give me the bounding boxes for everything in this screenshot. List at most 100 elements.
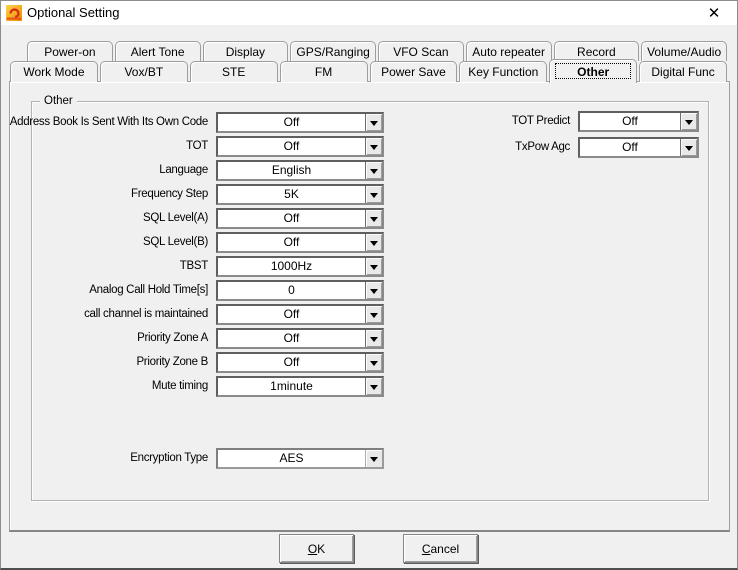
ok-button[interactable]: OK xyxy=(279,534,354,563)
combo-value: Off xyxy=(283,115,300,129)
dropdown-arrow-icon[interactable] xyxy=(365,282,382,299)
combo-txpow-agc[interactable]: Off xyxy=(578,137,699,158)
field-label: Address Book Is Sent With Its Own Code xyxy=(9,116,209,128)
combo-mute-timing[interactable]: 1minute xyxy=(216,376,384,397)
field-label: Priority Zone A xyxy=(137,332,208,344)
field-label: TOT xyxy=(186,140,208,152)
field-label: SQL Level(B) xyxy=(142,236,208,248)
field-row-sql-level-a: SQL Level(A) Off xyxy=(8,208,384,229)
field-row-call-channel: call channel is maintained Off xyxy=(8,304,384,325)
combo-value: Off xyxy=(622,140,638,154)
tab-fm[interactable]: FM xyxy=(279,61,368,82)
field-row-tot: TOT Off xyxy=(8,136,384,157)
ok-button-accel: O xyxy=(307,541,318,556)
tab-volume-audio[interactable]: Volume/Audio xyxy=(641,41,727,61)
field-row-language: Language English xyxy=(8,160,384,181)
tab-key-function[interactable]: Key Function xyxy=(459,61,548,82)
tab-power-on[interactable]: Power-on xyxy=(27,41,113,61)
field-row-priority-zone-b: Priority Zone B Off xyxy=(8,352,384,373)
tab-vfo-scan[interactable]: VFO Scan xyxy=(378,41,464,61)
field-label: Frequency Step xyxy=(131,188,208,200)
field-row-tbst: TBST 1000Hz xyxy=(8,256,384,277)
combo-value: Off xyxy=(283,307,300,321)
field-label: Mute timing xyxy=(151,380,208,392)
combo-priority-zone-a[interactable]: Off xyxy=(216,328,384,349)
dropdown-arrow-icon[interactable] xyxy=(365,186,382,203)
titlebar: Optional Setting ✕ xyxy=(1,1,737,25)
dropdown-arrow-icon[interactable] xyxy=(680,113,697,130)
combo-address-book-code[interactable]: Off xyxy=(216,112,384,133)
tab-alert-tone[interactable]: Alert Tone xyxy=(114,41,201,61)
combo-value: Off xyxy=(283,355,300,369)
field-row-sql-level-b: SQL Level(B) Off xyxy=(8,232,384,253)
dropdown-arrow-icon[interactable] xyxy=(365,378,382,395)
dropdown-arrow-icon[interactable] xyxy=(365,258,382,275)
field-label: SQL Level(A) xyxy=(142,212,208,224)
app-icon xyxy=(6,5,22,21)
combo-tot-predict[interactable]: Off xyxy=(578,111,699,132)
groupbox-title: Other xyxy=(40,94,77,108)
tab-auto-repeater[interactable]: Auto repeater xyxy=(465,41,552,61)
other-groupbox: Other xyxy=(31,94,709,501)
field-row-address-book: Address Book Is Sent With Its Own Code O… xyxy=(8,112,384,133)
tab-power-save[interactable]: Power Save xyxy=(369,61,458,82)
combo-value: 5K xyxy=(284,187,299,201)
field-label: call channel is maintained xyxy=(84,308,208,320)
tab-record[interactable]: Record xyxy=(553,41,640,61)
combo-value: Off xyxy=(283,139,300,153)
close-icon: ✕ xyxy=(707,5,721,22)
combo-priority-zone-b[interactable]: Off xyxy=(216,352,384,373)
combo-value: 1000Hz xyxy=(270,259,313,273)
combo-value: Off xyxy=(283,211,300,225)
field-row-tot-predict: TOT Predict Off xyxy=(421,111,699,132)
combo-analog-call-hold-time[interactable]: 0 xyxy=(216,280,384,301)
field-label: Analog Call Hold Time[s] xyxy=(89,284,208,296)
combo-value: AES xyxy=(279,451,304,465)
combo-encryption-type[interactable]: AES xyxy=(216,448,384,469)
combo-frequency-step[interactable]: 5K xyxy=(216,184,384,205)
combo-call-channel-maintained[interactable]: Off xyxy=(216,304,384,325)
combo-value: 1minute xyxy=(270,379,313,393)
field-row-txpow-agc: TxPow Agc Off xyxy=(421,137,699,158)
dropdown-arrow-icon[interactable] xyxy=(680,139,697,156)
dropdown-arrow-icon[interactable] xyxy=(365,210,382,227)
field-label: Priority Zone B xyxy=(136,356,208,368)
tab-gps-ranging[interactable]: GPS/Ranging xyxy=(290,41,376,61)
tab-other[interactable]: Other xyxy=(549,59,638,83)
cancel-button-accel: C xyxy=(421,541,431,556)
combo-tbst[interactable]: 1000Hz xyxy=(216,256,384,277)
combo-sql-level-b[interactable]: Off xyxy=(216,232,384,253)
tab-ste[interactable]: STE xyxy=(189,61,278,82)
dropdown-arrow-icon[interactable] xyxy=(365,114,382,131)
dropdown-arrow-icon[interactable] xyxy=(365,306,382,323)
tab-vox-bt[interactable]: Vox/BT xyxy=(99,61,188,82)
field-label: TBST xyxy=(179,260,209,272)
tab-display[interactable]: Display xyxy=(202,41,289,61)
dropdown-arrow-icon[interactable] xyxy=(365,330,382,347)
ok-button-label: K xyxy=(317,541,326,556)
field-row-encryption-type: Encryption Type AES xyxy=(8,448,384,469)
combo-sql-level-a[interactable]: Off xyxy=(216,208,384,229)
cancel-button[interactable]: Cancel xyxy=(403,534,478,563)
combo-value: English xyxy=(271,163,312,177)
tab-row-bottom: Work Mode Vox/BT STE FM Power Save Key F… xyxy=(9,59,728,83)
close-button[interactable]: ✕ xyxy=(691,1,737,25)
dropdown-arrow-icon[interactable] xyxy=(365,162,382,179)
dropdown-arrow-icon[interactable] xyxy=(365,138,382,155)
dropdown-arrow-icon[interactable] xyxy=(365,354,382,371)
combo-value: 0 xyxy=(288,283,295,297)
field-label: Encryption Type xyxy=(130,452,208,464)
combo-value: Off xyxy=(622,114,638,128)
field-row-analog-call-hold: Analog Call Hold Time[s] 0 xyxy=(8,280,384,301)
tab-digital-func[interactable]: Digital Func xyxy=(639,61,727,82)
window-title: Optional Setting xyxy=(27,5,120,20)
combo-language[interactable]: English xyxy=(216,160,384,181)
combo-tot[interactable]: Off xyxy=(216,136,384,157)
dropdown-arrow-icon[interactable] xyxy=(365,234,382,251)
tab-work-mode[interactable]: Work Mode xyxy=(10,61,98,82)
field-row-priority-zone-a: Priority Zone A Off xyxy=(8,328,384,349)
combo-value: Off xyxy=(283,235,300,249)
dropdown-arrow-icon[interactable] xyxy=(365,450,382,467)
field-row-mute-timing: Mute timing 1minute xyxy=(8,376,384,397)
